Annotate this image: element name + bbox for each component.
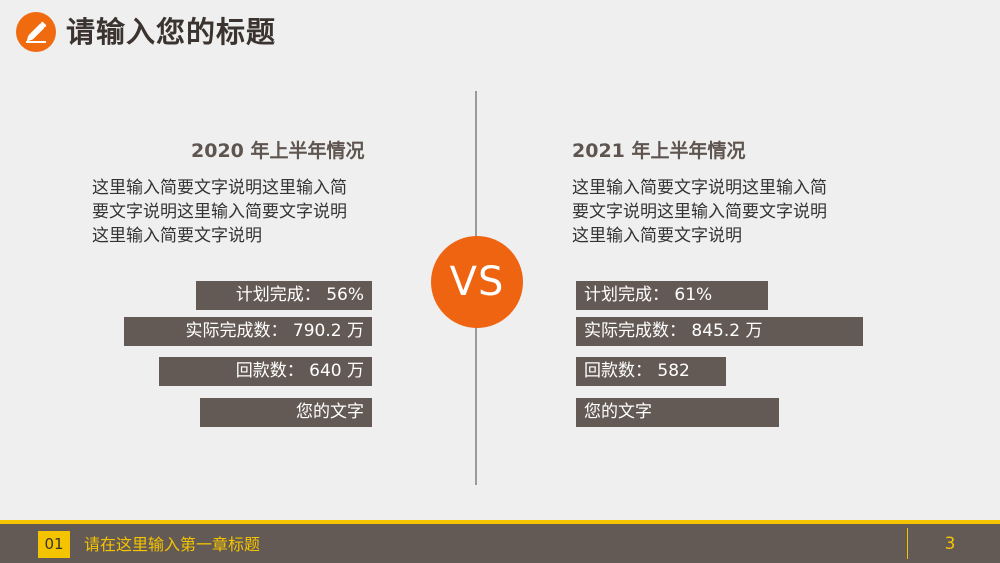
left-bar-custom: 您的文字 — [200, 398, 372, 427]
footer-separator — [907, 528, 908, 559]
footer-accent-line — [0, 520, 1000, 524]
right-bar-actual: 实际完成数： 845.2 万 — [576, 317, 863, 346]
left-bar-payment: 回款数： 640 万 — [159, 357, 372, 386]
left-bar-planned: 计划完成： 56% — [196, 281, 372, 310]
right-bar-planned: 计划完成： 61% — [576, 281, 768, 310]
right-bar-custom: 您的文字 — [576, 398, 779, 427]
left-bar-actual: 实际完成数： 790.2 万 — [124, 317, 372, 346]
page-number: 3 — [944, 534, 956, 554]
footer-bar — [0, 524, 1000, 563]
right-description-line: 要文字说明这里输入简要文字说明 — [572, 202, 827, 222]
left-description: 这里输入简要文字说明这里输入简 要文字说明这里输入简要文字说明 这里输入简要文字… — [92, 176, 392, 248]
chapter-title: 请在这里输入第一章标题 — [84, 535, 261, 554]
right-bar-payment: 回款数： 582 — [576, 357, 726, 386]
left-description-line: 这里输入简要文字说明这里输入简 — [92, 178, 347, 198]
right-description-line: 这里输入简要文字说明 — [572, 226, 742, 246]
right-description: 这里输入简要文字说明这里输入简 要文字说明这里输入简要文字说明 这里输入简要文字… — [572, 176, 872, 248]
right-heading: 2021 年上半年情况 — [572, 140, 746, 162]
pencil-icon — [16, 12, 56, 52]
vs-badge: VS — [431, 236, 523, 328]
left-description-line: 这里输入简要文字说明 — [92, 226, 262, 246]
right-description-line: 这里输入简要文字说明这里输入简 — [572, 178, 827, 198]
left-description-line: 要文字说明这里输入简要文字说明 — [92, 202, 347, 222]
chapter-number-badge: 01 — [38, 531, 70, 558]
left-heading: 2020 年上半年情况 — [191, 140, 365, 162]
page-title: 请输入您的标题 — [66, 15, 277, 49]
